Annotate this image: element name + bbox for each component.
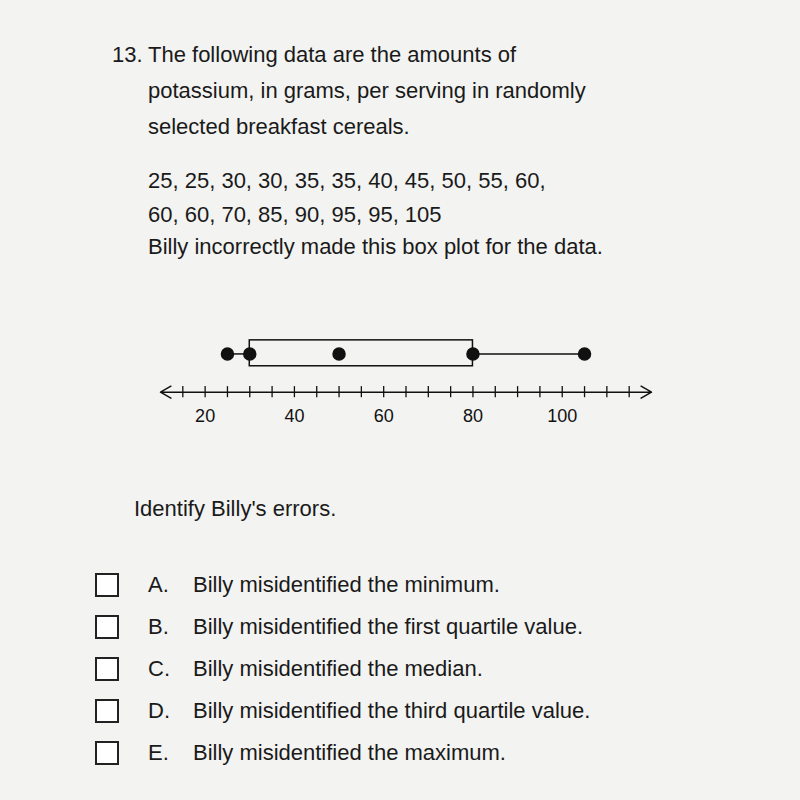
html-text:D.: D.: [148, 698, 170, 723]
svg-text:80: 80: [463, 406, 483, 426]
html-text:Billy misidentified the third: Billy misidentified the third quartile v…: [193, 698, 591, 723]
html-text:13. The following data are the: 13. The following data are the amounts o…: [112, 42, 517, 67]
svg-text:20: 20: [195, 406, 215, 426]
html-text:Billy misidentified the first: Billy misidentified the first quartile v…: [193, 614, 584, 639]
html-text:E.: E.: [148, 740, 169, 765]
html-text:potassium, in grams, per servi: potassium, in grams, per serving in rand…: [148, 78, 586, 103]
svg-text:40: 40: [284, 406, 304, 426]
html-text:B.: B.: [148, 614, 169, 639]
html-text:Billy misidentified the median: Billy misidentified the median.: [193, 656, 483, 681]
html-text:C.: C.: [148, 656, 170, 681]
html-text:selected breakfast cereals.: selected breakfast cereals.: [148, 114, 410, 139]
html-text:25, 25, 30, 30, 35, 35, 40, 45: 25, 25, 30, 30, 35, 35, 40, 45, 50, 55, …: [148, 168, 546, 193]
html-text:A.: A.: [148, 572, 169, 597]
html-text:Billy misidentified the maximu: Billy misidentified the maximum.: [193, 740, 506, 765]
html-text:Billy incorrectly made this bo: Billy incorrectly made this box plot for…: [148, 234, 603, 259]
html-text:Billy misidentified the minimu: Billy misidentified the minimum.: [193, 572, 500, 597]
svg-text:100: 100: [547, 406, 577, 426]
html-text:60, 60, 70, 85, 90, 95, 95, 10: 60, 60, 70, 85, 90, 95, 95, 105: [148, 202, 442, 227]
svg-text:60: 60: [374, 406, 394, 426]
html-text:Identify Billy's errors.: Identify Billy's errors.: [134, 496, 337, 521]
